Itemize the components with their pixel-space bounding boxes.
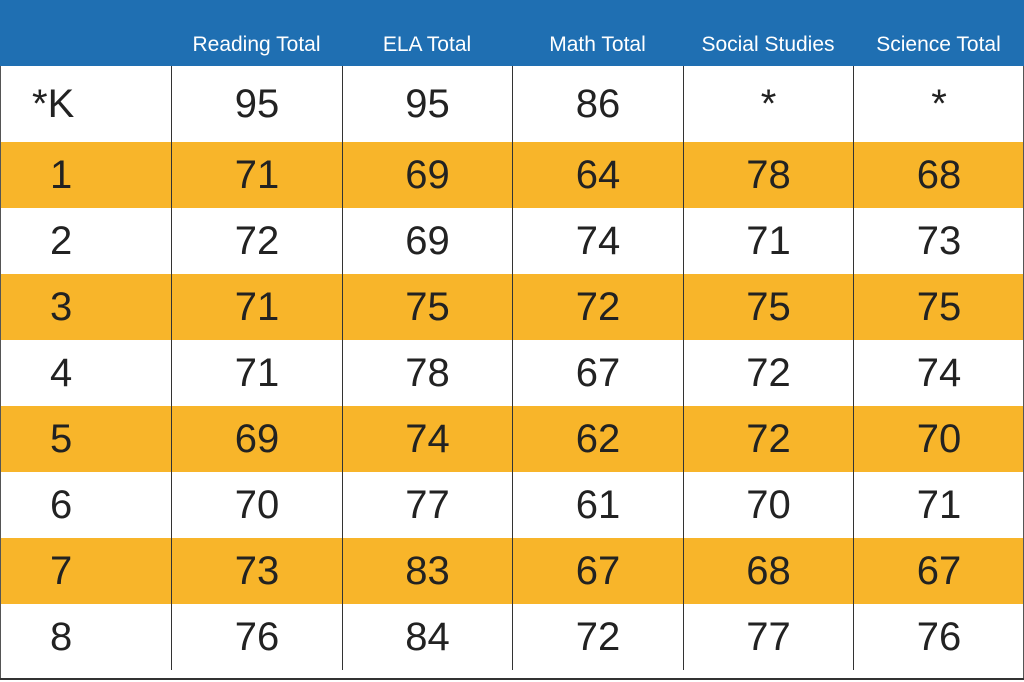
table-row: 6 70 77 61 70 71 xyxy=(0,472,1024,538)
table-cell: 72 xyxy=(683,340,853,406)
row-label-cell: *K xyxy=(32,81,75,126)
table-row: 2 72 69 74 71 73 xyxy=(0,208,1024,274)
row-label-cell: 8 xyxy=(50,614,73,659)
table-cell: 77 xyxy=(342,472,512,538)
row-label-cell: 6 xyxy=(50,482,73,527)
table-cell: 83 xyxy=(342,538,512,604)
table-cell: 76 xyxy=(853,604,1024,670)
header-cell-reading-total: Reading Total xyxy=(192,33,321,56)
table-cell: 71 xyxy=(853,472,1024,538)
table-cell: 75 xyxy=(683,274,853,340)
row-label-cell: 2 xyxy=(50,218,73,263)
table-cell: 64 xyxy=(512,142,683,208)
header-cell-social-studies: Social Studies xyxy=(701,33,835,56)
table-cell: 71 xyxy=(171,340,342,406)
table-cell: 76 xyxy=(171,604,342,670)
table-bottom-border xyxy=(0,678,1024,680)
table-cell: 72 xyxy=(683,406,853,472)
table-cell: 74 xyxy=(342,406,512,472)
table-cell: 72 xyxy=(171,208,342,274)
table-cell: 70 xyxy=(683,472,853,538)
table-cell: 61 xyxy=(512,472,683,538)
table-cell: 71 xyxy=(171,142,342,208)
table-cell: 69 xyxy=(342,208,512,274)
table-cell: 74 xyxy=(512,208,683,274)
table-row: 5 69 74 62 72 70 xyxy=(0,406,1024,472)
row-label-cell: 5 xyxy=(50,416,73,461)
table-cell: 67 xyxy=(512,340,683,406)
row-label-cell: 1 xyxy=(50,152,73,197)
header-cell-math-total: Math Total xyxy=(549,33,646,56)
table-body: *K 95 95 86 * * 1 71 69 64 78 68 2 72 69 74 71 73 3 71 75 72 7… xyxy=(0,66,1024,670)
header-cell-ela-total: ELA Total xyxy=(382,33,472,56)
table-cell: 71 xyxy=(683,208,853,274)
header-cell-grade xyxy=(0,0,171,66)
table-cell: * xyxy=(683,66,853,142)
table-row: 4 71 78 67 72 74 xyxy=(0,340,1024,406)
table-cell: 67 xyxy=(512,538,683,604)
table-cell: 70 xyxy=(853,406,1024,472)
table-cell: 95 xyxy=(171,66,342,142)
table-cell: 86 xyxy=(512,66,683,142)
table-cell: 75 xyxy=(853,274,1024,340)
table-row: *K 95 95 86 * * xyxy=(0,66,1024,142)
table-row: 8 76 84 72 77 76 xyxy=(0,604,1024,670)
table-cell: 73 xyxy=(853,208,1024,274)
table-cell: 72 xyxy=(512,274,683,340)
table-cell: 84 xyxy=(342,604,512,670)
row-label-cell: 4 xyxy=(50,350,73,395)
table-header-row: Reading Total ELA Total Math Total Socia… xyxy=(0,0,1024,66)
table-cell: 69 xyxy=(342,142,512,208)
table-cell: 71 xyxy=(171,274,342,340)
table-cell: 70 xyxy=(171,472,342,538)
table-cell: 72 xyxy=(512,604,683,670)
table-cell: 62 xyxy=(512,406,683,472)
table-row: 3 71 75 72 75 75 xyxy=(0,274,1024,340)
table-cell: 68 xyxy=(853,142,1024,208)
table-cell: 69 xyxy=(171,406,342,472)
row-label-cell: 7 xyxy=(50,548,73,593)
table-cell: 78 xyxy=(683,142,853,208)
table-cell: 73 xyxy=(171,538,342,604)
table-cell: 75 xyxy=(342,274,512,340)
table-cell: 77 xyxy=(683,604,853,670)
table-row: 1 71 69 64 78 68 xyxy=(0,142,1024,208)
table-cell: 78 xyxy=(342,340,512,406)
table-cell: * xyxy=(853,66,1024,142)
table-cell: 74 xyxy=(853,340,1024,406)
table-cell: 67 xyxy=(853,538,1024,604)
table-cell: 95 xyxy=(342,66,512,142)
row-label-cell: 3 xyxy=(50,284,73,329)
table-row: 7 73 83 67 68 67 xyxy=(0,538,1024,604)
header-cell-science-total: Science Total xyxy=(876,33,1001,56)
table-left-border xyxy=(0,66,1,680)
table-cell: 68 xyxy=(683,538,853,604)
